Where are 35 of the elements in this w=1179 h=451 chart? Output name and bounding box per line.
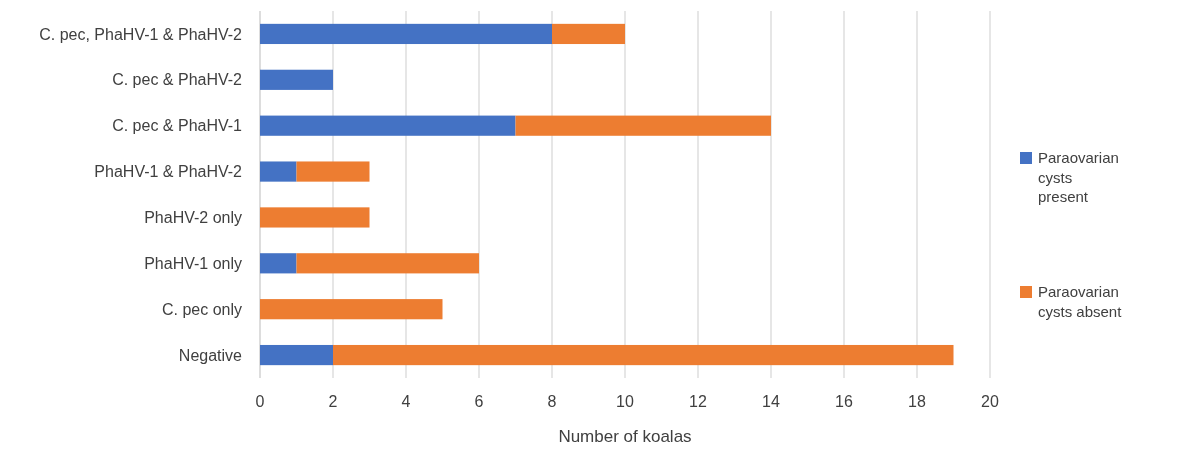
legend-label: Paraovarian cysts absent bbox=[1038, 283, 1123, 320]
x-tick-label: 6 bbox=[474, 393, 484, 410]
bar bbox=[296, 161, 370, 182]
x-tick-label: 18 bbox=[908, 393, 926, 410]
x-tick-label: 0 bbox=[255, 393, 265, 410]
x-tick-label: 10 bbox=[616, 393, 634, 410]
x-tick-label: 12 bbox=[689, 393, 707, 410]
y-tick-label: PhaHV-1 & PhaHV-2 bbox=[94, 163, 243, 181]
bar bbox=[260, 253, 297, 274]
bar bbox=[515, 115, 771, 136]
x-tick-label: 4 bbox=[401, 393, 411, 410]
y-tick-label: C. pec, PhaHV-1 & PhaHV-2 bbox=[39, 25, 243, 43]
bar bbox=[296, 253, 479, 274]
x-tick-label: 16 bbox=[835, 393, 853, 410]
bar bbox=[260, 161, 297, 182]
bar bbox=[552, 23, 625, 45]
x-tick-label: 14 bbox=[762, 393, 780, 410]
bar bbox=[333, 344, 954, 366]
y-tick-label: C. pec only bbox=[161, 300, 242, 318]
bar bbox=[260, 115, 516, 136]
y-tick-label: Negative bbox=[178, 346, 243, 364]
x-tick-label: 2 bbox=[328, 393, 338, 410]
y-tick-label: PhaHV-1 only bbox=[144, 254, 242, 272]
bar bbox=[260, 23, 552, 45]
y-tick-label: C. pec & PhaHV-2 bbox=[112, 71, 243, 89]
bar bbox=[260, 344, 333, 366]
y-tick-label: C. pec & PhaHV-1 bbox=[112, 117, 243, 135]
x-tick-label: 8 bbox=[547, 393, 557, 410]
x-axis-title: Number of koalas bbox=[558, 427, 692, 446]
x-tick-label: 20 bbox=[981, 393, 999, 410]
bar bbox=[260, 299, 443, 320]
bar bbox=[260, 207, 370, 228]
legend-label: Paraovarian cysts present bbox=[1038, 149, 1119, 206]
bar bbox=[260, 69, 333, 90]
y-tick-label: PhaHV-2 only bbox=[144, 209, 242, 227]
